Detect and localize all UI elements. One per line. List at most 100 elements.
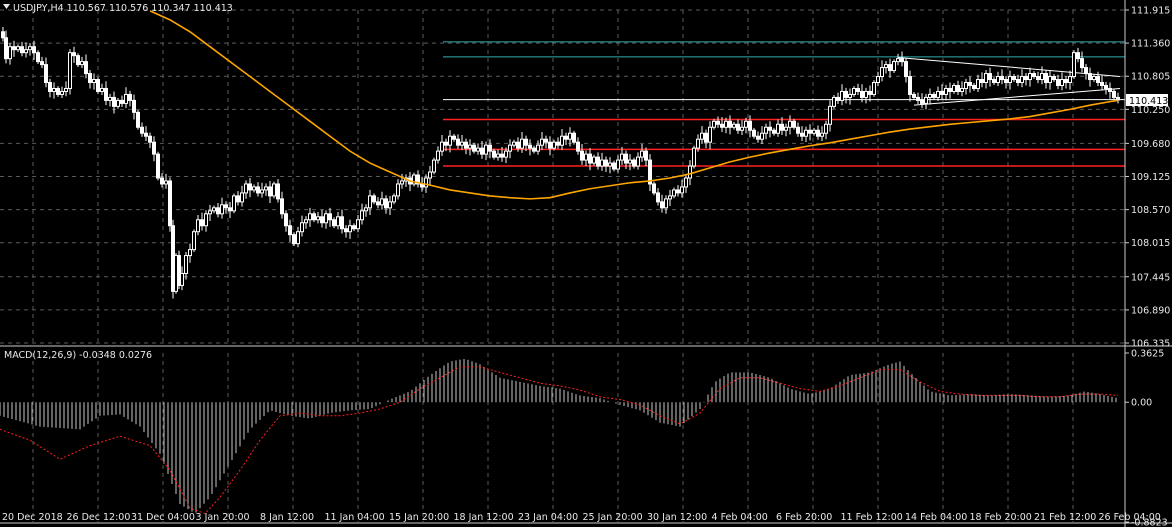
bear-candle	[752, 129, 756, 137]
bull-candle	[476, 147, 480, 152]
bull-candle	[484, 144, 488, 155]
bull-candle	[776, 123, 780, 134]
bull-candle	[272, 183, 276, 197]
bull-candle	[936, 90, 940, 98]
bull-candle	[840, 90, 844, 101]
x-tick-label: 4 Feb 04:00	[712, 512, 768, 523]
x-tick-label: 3 Jan 20:00	[196, 512, 250, 523]
bull-candle	[1008, 76, 1012, 84]
bear-candle	[236, 195, 240, 203]
bear-candle	[1016, 79, 1020, 84]
bull-candle	[744, 120, 748, 128]
bear-candle	[216, 207, 220, 215]
bear-candle	[4, 37, 8, 60]
macd-header: MACD(12,26,9) -0.0348 0.0276	[4, 350, 152, 361]
bear-candle	[328, 213, 332, 221]
bull-candle	[184, 255, 188, 274]
bull-candle	[208, 210, 212, 215]
y-tick-label: 108.570	[1131, 205, 1170, 216]
bear-candle	[340, 216, 344, 230]
bear-candle	[1052, 76, 1056, 81]
bull-candle	[976, 79, 980, 89]
bear-candle	[492, 150, 496, 158]
bear-candle	[524, 138, 528, 146]
bull-candle	[436, 150, 440, 161]
bull-candle	[468, 144, 472, 149]
bull-candle	[264, 186, 268, 191]
bear-candle	[528, 144, 532, 149]
bear-candle	[1000, 76, 1004, 81]
dropdown-triangle-icon[interactable]	[3, 4, 10, 9]
bull-candle	[116, 99, 120, 107]
chart-grid	[0, 9, 1125, 522]
bear-candle	[972, 84, 976, 89]
bull-candle	[712, 120, 716, 128]
moving-average-line	[149, 10, 1119, 200]
y-tick-label: 106.890	[1131, 305, 1170, 316]
y-tick-label: 110.805	[1131, 72, 1170, 83]
bear-candle	[156, 153, 160, 179]
bull-candle	[356, 219, 360, 230]
trendline	[913, 87, 1121, 106]
bull-candle	[568, 132, 572, 140]
bull-candle	[68, 52, 72, 89]
bear-candle	[1076, 52, 1080, 60]
bear-candle	[860, 90, 864, 98]
bear-candle	[480, 147, 484, 155]
bull-candle	[108, 96, 112, 101]
bull-candle	[848, 93, 852, 98]
bear-candle	[768, 126, 772, 131]
bear-candle	[992, 79, 996, 84]
bear-candle	[40, 61, 44, 66]
bear-candle	[144, 132, 148, 137]
bull-candle	[924, 96, 928, 104]
bear-candle	[148, 135, 152, 143]
bear-candle	[916, 96, 920, 101]
bear-candle	[44, 64, 48, 84]
bear-candle	[756, 135, 760, 140]
bull-candle	[296, 231, 300, 245]
bear-candle	[912, 93, 916, 98]
bull-candle	[364, 207, 368, 212]
bear-candle	[112, 96, 116, 107]
bull-candle	[740, 126, 744, 131]
bull-candle	[60, 90, 64, 95]
bull-candle	[8, 46, 12, 60]
bear-candle	[1084, 67, 1088, 75]
bull-candle	[828, 105, 832, 125]
bull-candle	[504, 150, 508, 158]
bear-candle	[800, 132, 804, 137]
x-tick-label: 20 Dec 2018	[2, 512, 63, 523]
macd-tick-label: -0.8823	[1131, 518, 1168, 527]
bull-candle	[304, 219, 308, 224]
bear-candle	[472, 144, 476, 152]
bull-candle	[700, 132, 704, 140]
y-tick-label: 110.250	[1131, 105, 1170, 116]
bear-candle	[556, 141, 560, 146]
bull-candle	[220, 204, 224, 215]
bull-candle	[560, 135, 564, 146]
bull-candle	[1092, 76, 1096, 81]
bear-candle	[120, 99, 124, 104]
bear-candle	[200, 219, 204, 227]
bear-candle	[736, 123, 740, 131]
bull-candle	[788, 120, 792, 128]
bull-candle	[600, 159, 604, 167]
macd-panel	[0, 358, 1119, 515]
bear-candle	[704, 132, 708, 143]
bull-candle	[996, 76, 1000, 84]
bull-candle	[696, 138, 700, 149]
bull-candle	[508, 144, 512, 152]
bull-candle	[708, 126, 712, 143]
bear-candle	[968, 82, 972, 86]
bull-candle	[1072, 52, 1076, 78]
bull-candle	[620, 153, 624, 161]
bull-candle	[448, 135, 452, 146]
bull-candle	[80, 61, 84, 66]
bear-candle	[88, 73, 92, 84]
bear-candle	[256, 186, 260, 194]
bull-candle	[592, 156, 596, 164]
bull-candle	[960, 87, 964, 92]
bear-candle	[32, 46, 36, 54]
